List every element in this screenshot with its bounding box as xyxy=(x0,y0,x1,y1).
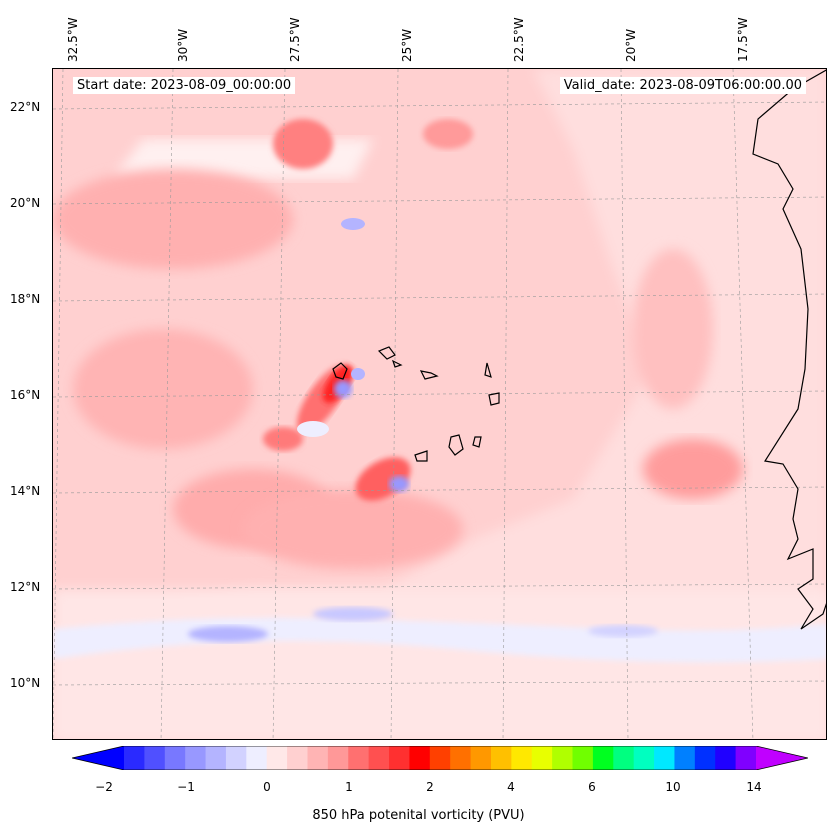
colorbar-segment xyxy=(552,746,574,770)
colorbar-extend-max xyxy=(756,746,808,770)
colorbar-segment xyxy=(185,746,207,770)
pv-patch xyxy=(643,439,743,499)
coastline xyxy=(752,69,826,630)
colorbar-segment xyxy=(389,746,410,770)
colorbar-segment xyxy=(490,746,512,770)
start-date-label: Start date: 2023-08-09_00:00:00 xyxy=(73,77,296,94)
colorbar-segment xyxy=(225,746,247,770)
colorbar-segment xyxy=(531,746,553,770)
colorbar-segment xyxy=(592,746,614,770)
colorbar-segment xyxy=(613,746,635,770)
lat-label: 16°N xyxy=(10,388,41,402)
pv-negative xyxy=(389,476,409,492)
lat-label: 14°N xyxy=(10,484,41,498)
graticule xyxy=(53,69,826,739)
colorbar-segment xyxy=(205,746,227,770)
colorbar-segment xyxy=(246,746,268,770)
colorbar-tick: 0 xyxy=(263,780,271,794)
colorbar-segment xyxy=(429,746,451,770)
colorbar-segment xyxy=(674,746,696,770)
colorbar xyxy=(72,746,808,770)
colorbar-tick: 2 xyxy=(426,780,434,794)
cape-verde-islands xyxy=(332,346,500,462)
lon-label: 20°W xyxy=(624,28,638,62)
lon-label: 22.5°W xyxy=(512,17,526,62)
colorbar-segment xyxy=(368,746,390,770)
colorbar-segment xyxy=(572,746,594,770)
pv-negative xyxy=(588,625,658,637)
colorbar-segment xyxy=(287,746,308,770)
colorbar-segment xyxy=(633,746,655,770)
colorbar-segment xyxy=(164,746,186,770)
colorbar-segment xyxy=(735,746,757,770)
colorbar-extend-min xyxy=(72,746,124,770)
colorbar-tick: 4 xyxy=(507,780,515,794)
colorbar-tick: 10 xyxy=(665,780,681,794)
lat-label: 22°N xyxy=(10,100,41,114)
lon-label: 32.5°W xyxy=(66,17,80,62)
pv-south-light xyxy=(53,589,826,739)
lat-label: 20°N xyxy=(10,196,41,210)
pv-light-region xyxy=(53,69,826,739)
colorbar-segment xyxy=(654,746,675,770)
colorbar-segment xyxy=(144,746,166,770)
colorbar-tick: 14 xyxy=(746,780,762,794)
pv-negative xyxy=(313,607,393,621)
lon-label: 30°W xyxy=(176,28,190,62)
lon-label: 25°W xyxy=(400,28,414,62)
lat-label: 12°N xyxy=(10,580,41,594)
colorbar-segment xyxy=(409,746,431,770)
colorbar-segment xyxy=(266,746,288,770)
colorbar-segment xyxy=(348,746,370,770)
lon-label: 27.5°W xyxy=(288,17,302,62)
pv-negative xyxy=(334,380,352,398)
lon-label: 17.5°W xyxy=(736,17,750,62)
colorbar-segment xyxy=(715,746,737,770)
pv-map: Start date: 2023-08-09_00:00:00 Valid_da… xyxy=(52,68,827,740)
colorbar-segment xyxy=(450,746,472,770)
lat-label: 18°N xyxy=(10,292,41,306)
pv-negative xyxy=(341,218,365,230)
colorbar-tick: −1 xyxy=(177,780,195,794)
pv-patch xyxy=(423,119,473,149)
lat-label: 10°N xyxy=(10,676,41,690)
colorbar-tick: −2 xyxy=(95,780,113,794)
colorbar-segment xyxy=(124,746,145,770)
colorbar-segment xyxy=(327,746,349,770)
pv-patch xyxy=(273,119,333,169)
colorbar-segment xyxy=(470,746,492,770)
pv-negative xyxy=(297,421,329,437)
pv-negative xyxy=(351,368,365,380)
colorbar-segment xyxy=(511,746,533,770)
pv-patch xyxy=(243,489,463,569)
colorbar-segment xyxy=(307,746,329,770)
pv-negative xyxy=(188,626,268,642)
colorbar-tick: 1 xyxy=(345,780,353,794)
pv-field xyxy=(53,69,826,739)
colorbar-tick: 6 xyxy=(588,780,596,794)
pv-patch xyxy=(73,329,253,449)
valid-date-label: Valid_date: 2023-08-09T06:00:00.00 xyxy=(559,77,806,94)
pv-patch xyxy=(633,249,713,409)
pv-band xyxy=(263,427,303,451)
pv-patch xyxy=(53,169,293,269)
colorbar-label: 850 hPa potenital vorticity (PVU) xyxy=(312,808,525,823)
colorbar-segment xyxy=(694,746,716,770)
